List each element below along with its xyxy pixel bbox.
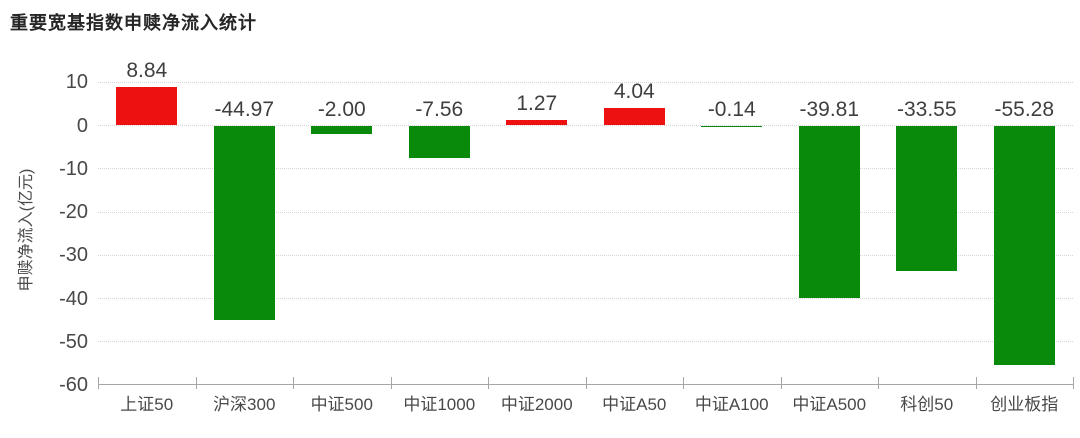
gridline xyxy=(98,341,1073,343)
value-label: -33.55 xyxy=(896,97,957,121)
x-axis-label: 创业板指 xyxy=(990,395,1059,414)
axis-tick xyxy=(195,377,197,389)
gridline xyxy=(98,168,1073,170)
axis-tick xyxy=(488,377,489,389)
x-axis-label: 中证500 xyxy=(310,395,373,414)
value-label: -44.97 xyxy=(214,97,275,121)
bar-中证2000 xyxy=(506,120,568,126)
axis-tick xyxy=(585,377,587,389)
axis-tick xyxy=(293,377,294,389)
x-axis-label: 中证A500 xyxy=(792,395,867,414)
bar-中证A50 xyxy=(603,108,665,126)
value-label: -39.81 xyxy=(799,97,860,121)
bar-中证A100 xyxy=(701,125,763,127)
x-axis-label: 上证50 xyxy=(120,395,174,414)
value-label: -7.56 xyxy=(415,97,464,121)
value-label: -0.14 xyxy=(707,97,756,121)
value-label: 4.04 xyxy=(613,80,655,104)
y-axis-tick-label: -30 xyxy=(59,244,88,267)
y-axis-tick-label: -60 xyxy=(59,374,88,396)
x-axis-label: 沪深300 xyxy=(213,395,276,414)
gridline xyxy=(98,211,1073,213)
y-axis-tick-label: -40 xyxy=(59,287,88,310)
y-axis-tick-label: -10 xyxy=(59,157,88,180)
gridline xyxy=(98,298,1073,299)
value-label: -55.28 xyxy=(994,97,1055,121)
y-axis-tick-label: 0 xyxy=(76,114,88,137)
y-axis-tick-label: 10 xyxy=(65,71,88,94)
bar-中证1000 xyxy=(408,125,470,159)
axis-tick xyxy=(390,377,392,389)
value-label: -2.00 xyxy=(317,97,366,121)
chart-title: 重要宽基指数申赎净流入统计 xyxy=(10,13,257,33)
x-axis-label: 中证2000 xyxy=(500,395,573,414)
axis-tick xyxy=(780,377,782,389)
axis-tick xyxy=(975,377,977,389)
axis-tick xyxy=(683,377,684,389)
bar-创业板指 xyxy=(993,125,1055,365)
axis-tick xyxy=(98,377,99,389)
x-axis-label: 科创50 xyxy=(900,395,954,414)
value-label: 8.84 xyxy=(126,59,168,83)
bar-上证50 xyxy=(116,87,178,126)
gridline xyxy=(98,125,1073,126)
x-axis-label: 中证A50 xyxy=(602,395,667,414)
axis-tick xyxy=(1073,377,1074,389)
y-axis-tick-label: -20 xyxy=(59,201,88,223)
gridline xyxy=(98,254,1073,256)
value-label: 1.27 xyxy=(516,92,558,115)
bar-科创50 xyxy=(896,125,958,271)
bar-中证500 xyxy=(311,125,373,135)
bar-沪深300 xyxy=(213,125,275,320)
x-axis-label: 中证A100 xyxy=(694,395,769,414)
axis-tick xyxy=(878,377,879,389)
bar-中证A500 xyxy=(798,125,860,298)
gridline xyxy=(98,81,1073,83)
x-axis-label: 中证1000 xyxy=(403,395,476,414)
y-axis-tick-label: -50 xyxy=(59,330,88,353)
